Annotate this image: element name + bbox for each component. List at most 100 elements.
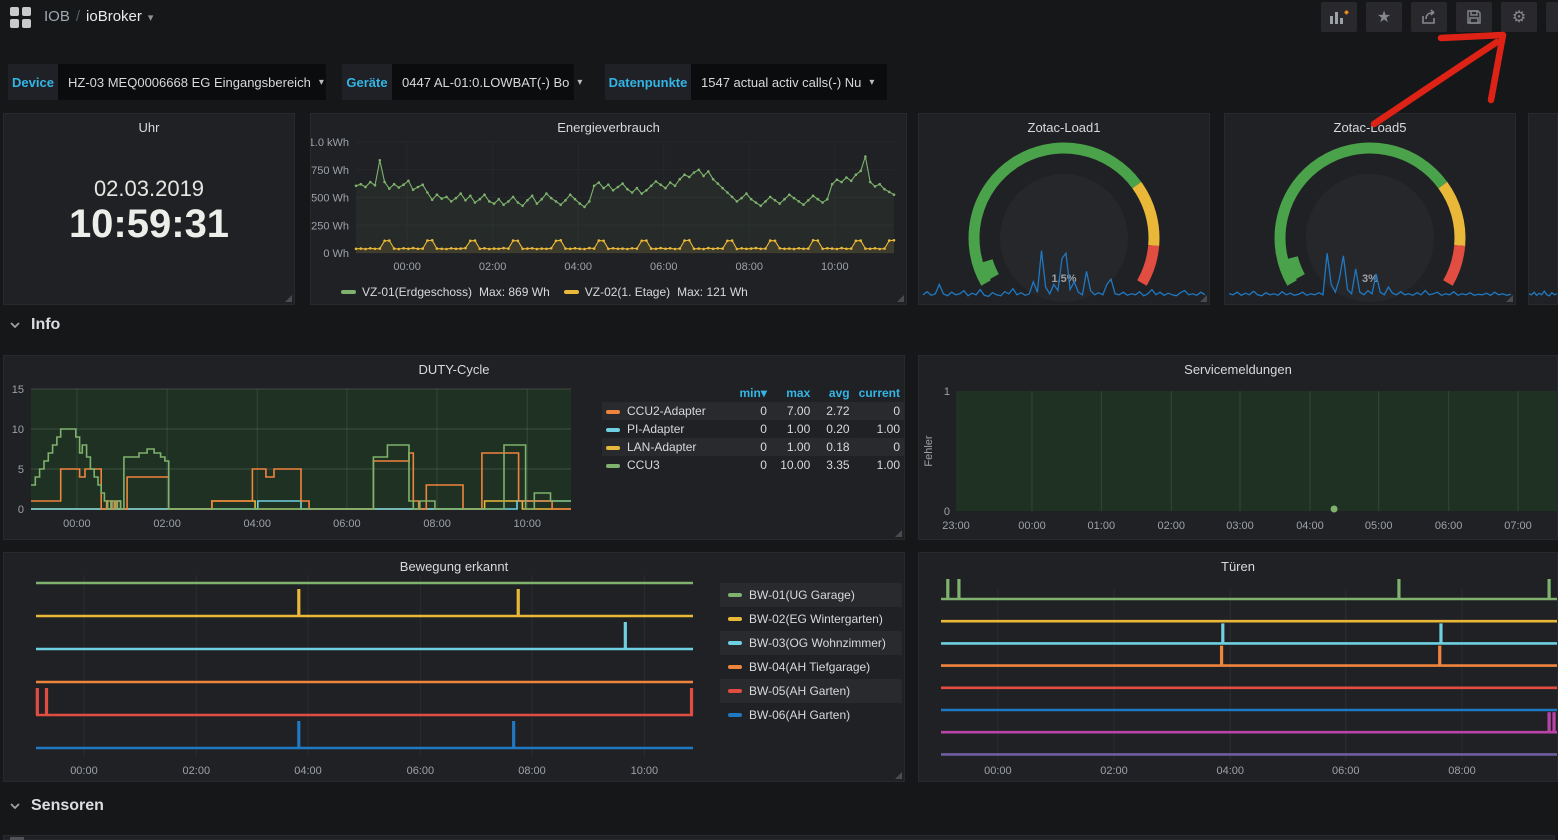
save-button[interactable]	[1456, 2, 1492, 32]
breadcrumb-folder[interactable]: IOB	[44, 8, 70, 25]
star-button[interactable]: ★	[1366, 2, 1402, 32]
panel-title[interactable]: Uhr	[4, 120, 294, 135]
legend-series-name[interactable]: CCU2-Adapter	[627, 404, 706, 418]
energy-legend[interactable]: VZ-01(Erdgeschoss)Max: 869 WhVZ-02(1. Et…	[327, 285, 748, 299]
legend-series-name[interactable]: BW-01(UG Garage)	[749, 588, 855, 602]
share-button[interactable]	[1411, 2, 1447, 32]
clock-date: 02.03.2019	[4, 176, 294, 202]
svg-text:0 Wh: 0 Wh	[323, 248, 349, 260]
legend-item[interactable]: BW-05(AH Garten)	[720, 679, 902, 703]
svg-text:02:00: 02:00	[153, 518, 181, 530]
svg-text:04:00: 04:00	[1216, 765, 1244, 777]
svg-text:06:00: 06:00	[333, 518, 361, 530]
svg-text:0: 0	[18, 504, 24, 516]
legend-item[interactable]: BW-01(UG Garage)	[720, 583, 902, 607]
breadcrumb[interactable]: IOB/ioBroker▾	[44, 8, 153, 25]
app-logo-icon[interactable]	[10, 7, 31, 28]
toolbar-button-partial[interactable]	[1546, 2, 1558, 32]
variable-select-datenpunkte[interactable]: 1547 actual activ calls(-) Nu▾	[691, 64, 887, 100]
legend-series-stat: Max: 121 Wh	[677, 285, 748, 299]
legend-color-dash	[728, 593, 742, 597]
svg-text:5: 5	[18, 464, 24, 476]
resize-handle[interactable]	[895, 530, 902, 537]
legend-col-current[interactable]: current	[854, 384, 904, 402]
svg-text:15: 15	[12, 384, 24, 396]
panel-title[interactable]: Energieverbrauch	[311, 120, 906, 135]
legend-color-dash	[728, 641, 742, 645]
svg-text:1: 1	[944, 386, 950, 398]
legend-series-name[interactable]: BW-05(AH Garten)	[749, 684, 850, 698]
gear-icon: ⚙	[1512, 7, 1526, 27]
legend-col-max[interactable]: max	[771, 384, 814, 402]
variable-select-geraete[interactable]: 0447 AL-01:0.LOWBAT(-) Bo▾	[392, 64, 574, 100]
panel-title[interactable]: Zotac-Load5	[1225, 120, 1515, 135]
legend-table-row[interactable]: PI-Adapter01.000.201.00	[602, 420, 904, 438]
legend-series-name[interactable]: VZ-02(1. Etage)	[585, 285, 670, 299]
svg-text:04:00: 04:00	[564, 261, 592, 273]
legend-col-min[interactable]: min▾	[729, 384, 771, 402]
resize-handle[interactable]	[1506, 295, 1513, 302]
legend-table-row[interactable]: CCU2-Adapter07.002.720	[602, 402, 904, 420]
svg-text:02:00: 02:00	[1158, 520, 1186, 532]
svg-text:00:00: 00:00	[1018, 520, 1046, 532]
save-icon	[1466, 9, 1482, 25]
svg-text:04:00: 04:00	[1296, 520, 1324, 532]
variable-label-device: Device	[8, 64, 58, 100]
panel-zotac-load1: Zotac-Load1 1.5%	[918, 113, 1210, 305]
legend-color-dash	[341, 290, 356, 294]
legend-item[interactable]: BW-03(OG Wohnzimmer)	[720, 631, 902, 655]
section-header-info[interactable]: Info	[8, 316, 60, 334]
add-panel-icon	[1329, 9, 1349, 25]
svg-text:08:00: 08:00	[518, 765, 546, 777]
variable-select-device[interactable]: HZ-03 MEQ0006668 EG Eingangsbereich▾	[58, 64, 326, 100]
panel-title[interactable]: Bewegung erkannt	[4, 559, 904, 574]
legend-table-row[interactable]: CCU3010.003.351.00	[602, 456, 904, 474]
bewegung-legend[interactable]: BW-01(UG Garage) BW-02(EG Wintergarten) BW…	[720, 583, 902, 727]
resize-handle[interactable]	[897, 295, 904, 302]
add-panel-button[interactable]	[1321, 2, 1357, 32]
legend-stat-current: 1.00	[854, 456, 904, 474]
legend-series-name[interactable]: BW-02(EG Wintergarten)	[749, 612, 883, 626]
legend-series-name[interactable]: BW-03(OG Wohnzimmer)	[749, 636, 886, 650]
legend-series-name[interactable]: LAN-Adapter	[627, 440, 696, 454]
legend-item[interactable]: BW-06(AH Garten)	[720, 703, 902, 727]
chevron-down-icon	[8, 800, 22, 812]
legend-series-name[interactable]: CCU3	[627, 458, 660, 472]
legend-color-dash	[564, 290, 579, 294]
legend-series-name[interactable]: BW-04(AH Tiefgarage)	[749, 660, 870, 674]
legend-color-dash	[606, 464, 620, 468]
duty-legend-table[interactable]: min▾maxavgcurrentCCU2-Adapter07.002.720P…	[602, 384, 904, 474]
resize-handle[interactable]	[285, 295, 292, 302]
variable-label-geraete: Geräte	[342, 64, 392, 100]
legend-table-row[interactable]: LAN-Adapter01.000.180	[602, 438, 904, 456]
legend-series-name[interactable]: VZ-01(Erdgeschoss)	[362, 285, 472, 299]
legend-item[interactable]: BW-04(AH Tiefgarage)	[720, 655, 902, 679]
variable-label-datenpunkte: Datenpunkte	[605, 64, 691, 100]
legend-color-dash	[606, 410, 620, 414]
legend-col-avg[interactable]: avg	[814, 384, 853, 402]
svg-text:04:00: 04:00	[294, 765, 322, 777]
legend-stat-avg: 3.35	[814, 456, 853, 474]
panel-partial-right	[1528, 113, 1558, 305]
star-icon: ★	[1377, 7, 1391, 27]
panel-title[interactable]: Servicemeldungen	[919, 362, 1557, 377]
gauge-chart: 1.5%	[919, 114, 1209, 304]
svg-text:10:00: 10:00	[631, 765, 659, 777]
legend-item[interactable]: BW-02(EG Wintergarten)	[720, 607, 902, 631]
panel-title[interactable]: Zotac-Load1	[919, 120, 1209, 135]
svg-text:500 Wh: 500 Wh	[311, 193, 349, 205]
legend-stat-max: 1.00	[771, 420, 814, 438]
resize-handle[interactable]	[1200, 295, 1207, 302]
legend-series-name[interactable]: BW-06(AH Garten)	[749, 708, 850, 722]
section-header-sensoren[interactable]: Sensoren	[8, 797, 104, 815]
legend-stat-avg: 2.72	[814, 402, 853, 420]
settings-button[interactable]: ⚙	[1501, 2, 1537, 32]
svg-text:00:00: 00:00	[70, 765, 98, 777]
legend-color-dash	[606, 428, 620, 432]
legend-series-name[interactable]: PI-Adapter	[627, 422, 684, 436]
dashboard-title[interactable]: ioBroker	[86, 8, 142, 25]
panel-title[interactable]: Türen	[919, 559, 1557, 574]
panel-title[interactable]: DUTY-Cycle	[4, 362, 904, 377]
resize-handle[interactable]	[895, 772, 902, 779]
svg-text:06:00: 06:00	[1332, 765, 1360, 777]
